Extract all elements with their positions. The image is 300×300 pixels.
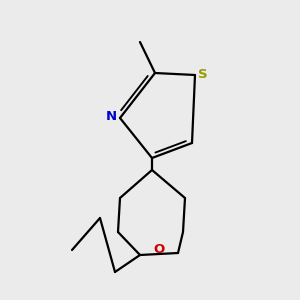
Text: S: S <box>198 68 207 82</box>
Text: N: N <box>105 110 117 123</box>
Text: O: O <box>153 243 165 256</box>
